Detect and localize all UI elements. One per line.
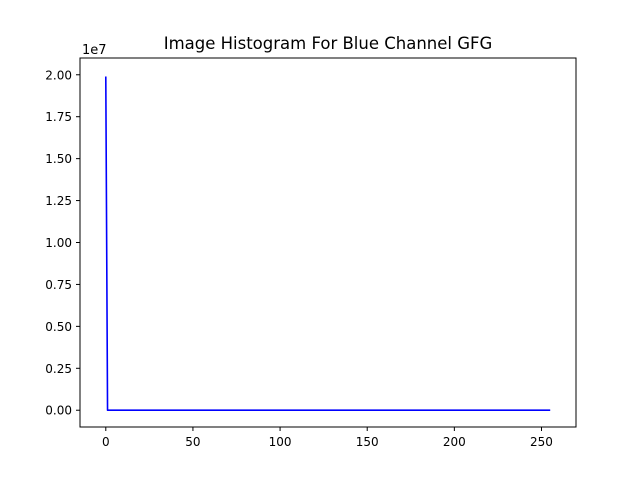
y-tick-label: 1.75 [45, 110, 72, 124]
y-tick-label: 0.00 [45, 404, 72, 418]
y-tick-label: 1.00 [45, 236, 72, 250]
chart-title: Image Histogram For Blue Channel GFG [164, 34, 493, 53]
y-tick-label: 0.50 [45, 320, 72, 334]
series-line-0 [104, 76, 551, 412]
x-tick-label: 250 [530, 435, 553, 449]
y-tick-label: 0.75 [45, 278, 72, 292]
y-tick-label: 1.50 [45, 152, 72, 166]
y-axis-offset-label: 1e7 [82, 43, 107, 58]
x-tick-label: 50 [185, 435, 200, 449]
x-tick-label: 150 [356, 435, 379, 449]
y-tick-label: 1.25 [45, 194, 72, 208]
x-tick-label: 100 [269, 435, 292, 449]
y-tick-label: 2.00 [45, 68, 72, 82]
x-tick-label: 0 [102, 435, 110, 449]
x-tick-label: 200 [443, 435, 466, 449]
y-tick-label: 0.25 [45, 362, 72, 376]
plot-layer: 0 50 100 150 200 250 0.00 0.25 0.50 0.75 1.00 1.25 1… [45, 57, 577, 449]
